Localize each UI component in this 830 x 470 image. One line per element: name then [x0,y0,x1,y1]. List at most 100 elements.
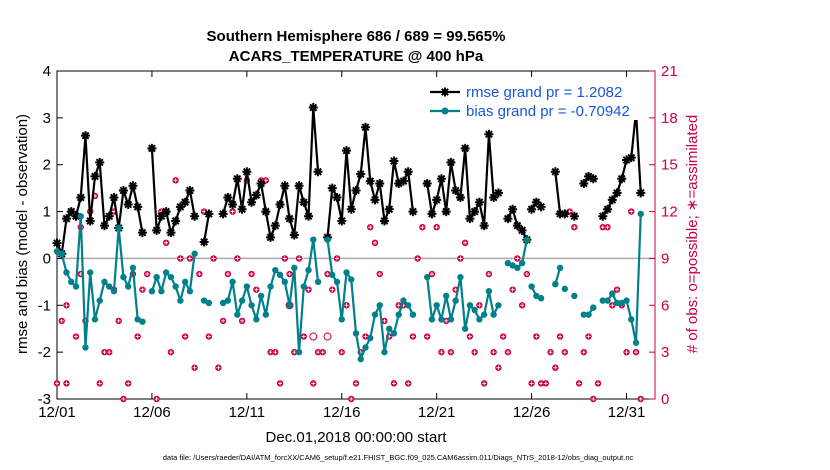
obs-assimilated-point [333,255,341,262]
rmse-point [365,176,375,186]
obs-assimilated-point [490,348,497,356]
rmse-point [517,225,527,235]
obs-assimilated-point [172,177,179,184]
obs-marker-star [235,256,240,261]
obs-marker-star [121,397,126,401]
rmse-point [242,167,252,177]
obs-assimilated-point [623,348,630,356]
bias-point [177,297,184,304]
rmse-point [280,181,290,191]
obs-marker-star [496,365,501,370]
obs-marker-star [306,287,311,292]
obs-assimilated-point [637,395,644,403]
rmse-point [607,195,617,205]
obs-marker-star [301,334,306,339]
obs-assimilated-point [594,380,602,387]
obs-assimilated-point [476,302,483,309]
obs-marker-star [335,256,340,261]
obs-assimilated-point [115,317,122,325]
obs-marker-star [515,256,520,261]
bias-point [556,264,564,271]
obs-marker-star [178,256,183,261]
obs-assimilated-point [461,239,469,247]
rmse-point [128,181,138,191]
bias-point [528,283,535,290]
rmse-point [550,167,560,177]
bias-point [53,248,61,255]
bias-point [533,292,540,300]
rmse-point [446,157,456,167]
bias-point [471,306,478,314]
obs-assimilated-point [205,333,213,340]
obs-assimilated-point [547,348,554,356]
plot-frame [56,70,656,400]
obs-marker-star [187,256,192,261]
y-axis-label: rmse and bias (model - observation) [14,114,31,354]
obs-marker-star [477,303,482,308]
rmse-point [612,188,622,198]
bias-point [148,288,156,295]
obs-assimilated-point [537,380,545,387]
obs-assimilated-point [139,286,146,293]
obs-assimilated-point [314,348,322,356]
rmse-point [360,122,370,132]
obs-assimilated-point [272,348,279,356]
x-tick-label: 12/16 [323,404,361,421]
y2-axis-label: # of obs: o=possible; ∗=assimilated [684,115,701,354]
obs-marker-star [363,334,368,339]
rmse-point [313,167,323,177]
obs-assimilated-point [248,270,255,278]
obs-assimilated-point [580,348,588,356]
obs-assimilated-point [72,333,80,340]
obs-marker-star [600,225,605,230]
obs-marker-star [316,350,321,355]
bias-point [124,283,132,290]
rmse-point [527,204,537,214]
rmse-point [147,143,157,153]
x-tick-label: 12/21 [418,404,456,421]
obs-marker-star [206,334,211,339]
obs-assimilated-point [466,333,474,340]
obs-marker-star [320,350,325,355]
bias-point [504,259,512,267]
obs-marker-star [221,318,226,323]
obs-marker-star [391,381,396,386]
bias-point [367,334,374,342]
obs-assimilated-point [367,223,374,231]
bias-point [329,271,336,279]
rmse-point [76,193,86,203]
obs-marker-star [368,225,373,230]
obs-marker-star [164,240,169,245]
obs-marker-star [135,334,140,339]
rmse-point [109,193,119,203]
obs-assimilated-point [295,255,303,262]
obs-assimilated-point [509,286,516,293]
rmse-point [465,214,475,224]
obs-assimilated-point [210,255,217,262]
bias-point [485,288,493,295]
obs-marker-star [249,272,254,277]
rmse-point [622,155,632,165]
y2-tick-label: 21 [661,63,678,80]
obs-assimilated-point [134,333,141,340]
rmse-point [156,211,166,221]
obs-marker-star [429,272,434,277]
rmse-series [52,103,646,259]
obs-marker-star [273,350,278,355]
obs-assimilated-point [186,255,194,262]
obs-marker-star [354,381,358,386]
rmse-point [71,211,81,221]
bias-point [613,299,621,307]
bias-point [87,269,94,276]
rmse-point [218,209,228,219]
bias-point [376,302,383,309]
rmse-point [617,174,627,184]
bias-point [561,285,569,293]
bias-point [447,316,455,323]
obs-assimilated-point [575,380,583,387]
obs-assimilated-point [628,208,635,215]
rmse-point [161,207,171,217]
obs-marker-star [97,381,102,386]
rmse-point [474,197,484,207]
bias-point [110,288,118,295]
